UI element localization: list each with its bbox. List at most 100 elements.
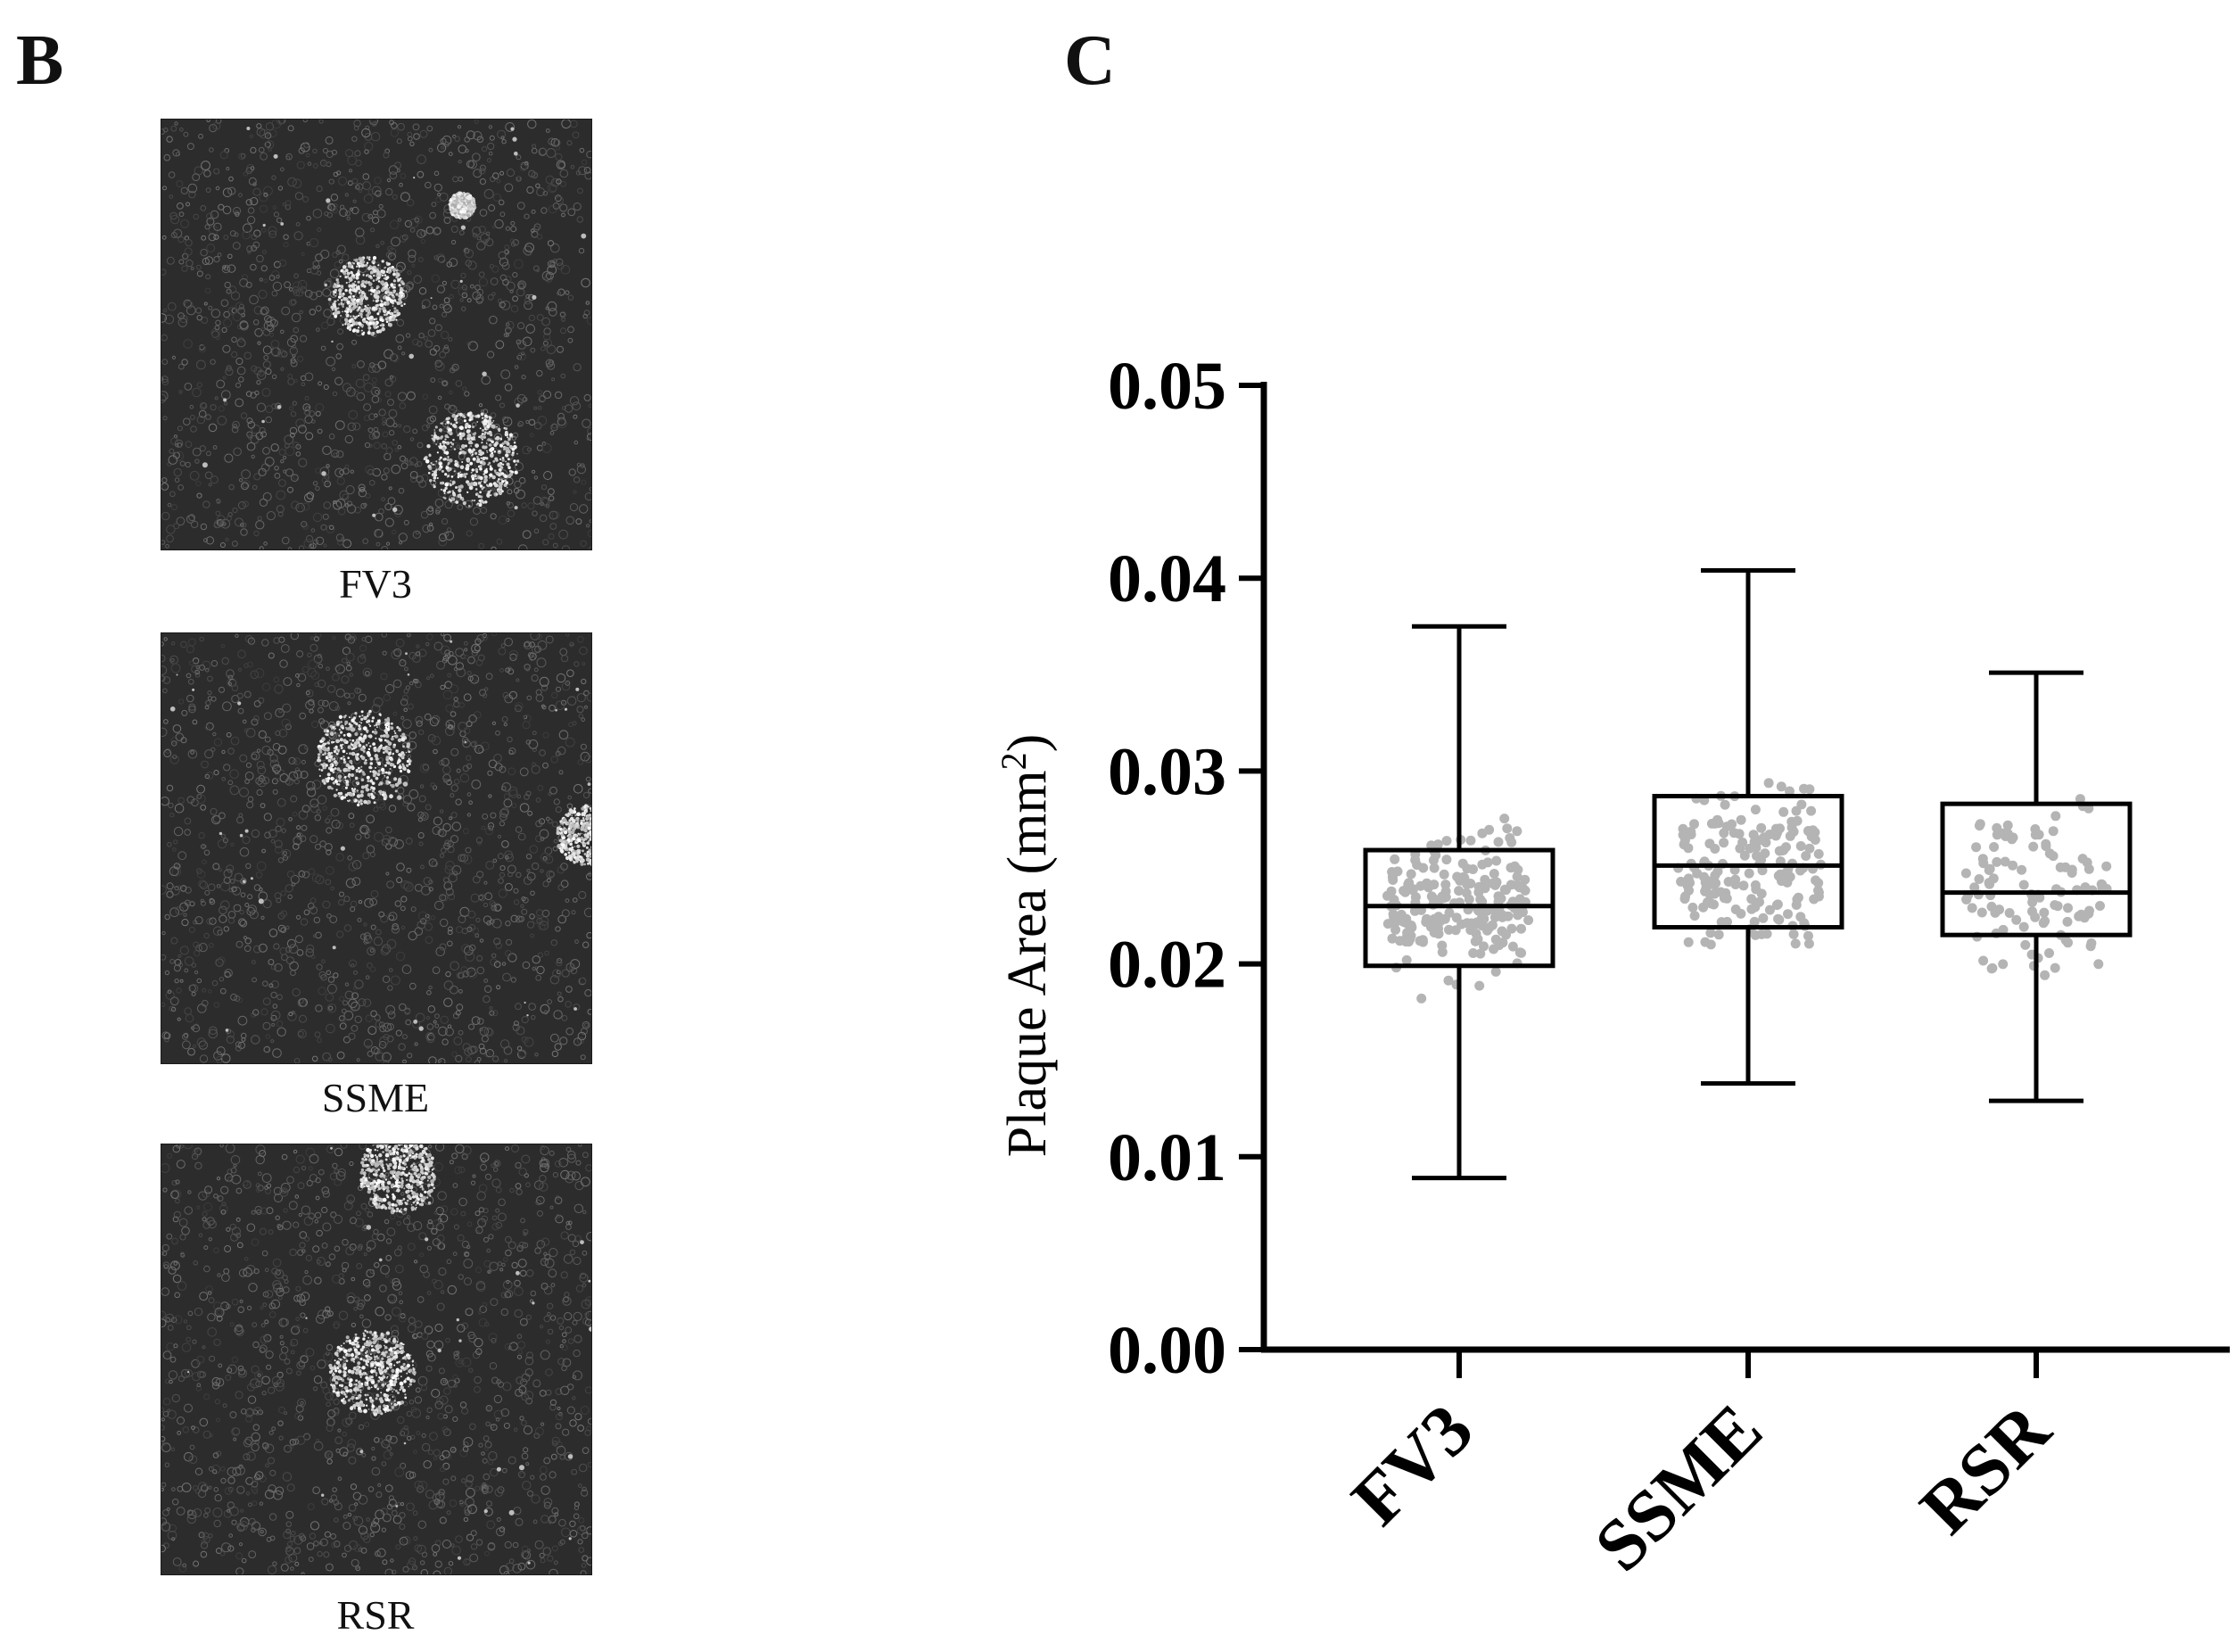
y-axis-label: Plaque Area (mm2) — [994, 734, 1059, 1158]
data-point — [1756, 822, 1767, 833]
data-point — [1804, 843, 1815, 854]
y-tick-label: 0.02 — [1108, 928, 1226, 1003]
micrograph-texture — [161, 120, 591, 549]
micrograph-rsr — [161, 1144, 592, 1575]
data-point — [1441, 836, 1452, 847]
data-point — [1793, 892, 1803, 903]
data-point — [1801, 851, 1811, 861]
data-point — [1746, 894, 1757, 904]
data-point — [1466, 918, 1477, 929]
data-point — [1967, 903, 1977, 913]
data-point — [1390, 924, 1401, 935]
data-point — [2095, 901, 2105, 911]
data-point — [2101, 861, 2112, 871]
data-point — [2020, 939, 2031, 950]
data-point — [1788, 826, 1799, 837]
data-point — [1489, 869, 1499, 879]
data-point — [1719, 838, 1729, 848]
data-point — [1432, 839, 1443, 850]
data-point — [1978, 858, 1989, 869]
y-axis-label-superscript: 2 — [994, 752, 1034, 770]
data-point — [2048, 851, 2059, 862]
data-point — [1491, 855, 1502, 866]
data-point — [1516, 923, 1526, 934]
data-point — [1687, 902, 1698, 913]
data-point — [1422, 878, 1432, 888]
data-point — [1462, 863, 1473, 874]
data-point — [1749, 916, 1760, 927]
data-point — [1803, 826, 1813, 836]
data-point — [1703, 876, 1713, 887]
data-point — [1736, 908, 1746, 919]
data-point — [2041, 841, 2051, 852]
data-point — [1806, 805, 1817, 816]
iqr-box — [1940, 801, 2133, 938]
data-point — [2077, 854, 2088, 864]
data-point — [1774, 846, 1785, 856]
data-point — [1403, 937, 1414, 947]
data-point — [1960, 868, 1971, 879]
data-point — [1410, 855, 1421, 865]
data-point — [1501, 929, 1511, 940]
data-point — [1496, 893, 1506, 904]
data-point — [1682, 880, 1693, 891]
data-point — [1437, 946, 1448, 957]
data-point — [1468, 948, 1479, 958]
data-point — [1444, 924, 1454, 935]
data-point — [1390, 854, 1400, 864]
data-point — [1396, 909, 1407, 920]
data-point — [1471, 929, 1481, 939]
data-point — [1971, 842, 1982, 853]
data-point — [2002, 820, 2013, 830]
data-point — [2017, 864, 2027, 875]
y-tick-label: 0.04 — [1108, 541, 1226, 616]
data-point — [1750, 805, 1761, 815]
data-point — [1810, 835, 1820, 845]
data-point — [1757, 865, 1768, 876]
data-point — [1499, 884, 1510, 895]
data-point — [2018, 880, 2029, 890]
data-point — [1520, 874, 1531, 885]
data-point — [1386, 886, 1397, 896]
data-point — [2063, 903, 2073, 913]
data-point — [1382, 919, 1393, 929]
data-point — [1683, 843, 1694, 854]
data-point — [1465, 835, 1476, 846]
data-point — [2060, 935, 2071, 946]
iqr-box — [1652, 794, 1844, 930]
data-point — [1387, 933, 1398, 944]
data-point — [1480, 874, 1490, 885]
data-point — [1440, 913, 1450, 924]
data-point — [1479, 941, 1489, 952]
data-point — [2096, 879, 2107, 889]
data-point — [1512, 826, 1522, 837]
data-point — [1986, 901, 1997, 912]
data-point — [1961, 894, 1972, 904]
data-point — [1813, 848, 1824, 859]
data-point — [1748, 830, 1759, 840]
data-point — [2039, 907, 2050, 918]
data-point — [1763, 778, 1774, 789]
data-point — [1710, 844, 1720, 854]
panel-b-letter: B — [16, 21, 64, 100]
data-point — [1477, 859, 1488, 870]
data-point — [1992, 856, 2002, 867]
data-point — [1795, 912, 1806, 922]
data-point — [1415, 936, 1425, 946]
data-point — [2038, 918, 2049, 929]
data-point — [2050, 811, 2061, 822]
data-point — [1750, 902, 1761, 913]
data-point — [1796, 799, 1807, 810]
data-point — [1406, 869, 1416, 880]
data-point — [1490, 934, 1501, 945]
data-point — [1429, 863, 1440, 873]
data-point — [1711, 878, 1721, 888]
data-point — [1422, 913, 1432, 924]
data-point — [1764, 830, 1775, 839]
data-point — [2008, 860, 2018, 871]
data-point — [1507, 941, 1518, 952]
data-point — [1523, 915, 1534, 926]
data-point — [2034, 830, 2044, 840]
data-point — [1736, 814, 1746, 825]
data-point — [1785, 786, 1795, 797]
